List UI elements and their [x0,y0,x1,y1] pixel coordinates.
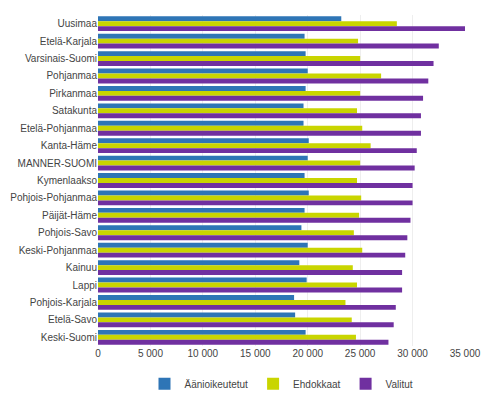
svg-text:Keski-Pohjanmaa: Keski-Pohjanmaa [19,245,98,256]
svg-text:25 000: 25 000 [345,348,376,359]
svg-text:Pohjanmaa: Pohjanmaa [46,70,97,81]
svg-text:30 000: 30 000 [397,348,428,359]
svg-text:Varsinais-Suomi: Varsinais-Suomi [25,53,97,64]
svg-text:MANNER-SUOMI: MANNER-SUOMI [18,158,97,169]
svg-text:5 000: 5 000 [138,348,163,359]
svg-text:Lappi: Lappi [73,280,97,291]
svg-text:Valitut: Valitut [386,379,413,390]
svg-text:Satakunta: Satakunta [52,105,97,116]
svg-text:Kainuu: Kainuu [66,262,97,273]
svg-text:Kanta-Häme: Kanta-Häme [41,140,98,151]
svg-text:35 000: 35 000 [450,348,481,359]
svg-text:Etelä-Pohjanmaa: Etelä-Pohjanmaa [20,123,97,134]
svg-text:0: 0 [95,348,101,359]
svg-text:Äänioikeutetut: Äänioikeutetut [185,379,249,390]
svg-text:Päijät-Häme: Päijät-Häme [42,210,97,221]
svg-text:Kymenlaakso: Kymenlaakso [37,175,97,186]
svg-text:Pohjois-Karjala: Pohjois-Karjala [30,297,98,308]
svg-text:Uusimaa: Uusimaa [58,18,98,29]
svg-text:Etelä-Karjala: Etelä-Karjala [40,36,98,47]
svg-text:Etelä-Savo: Etelä-Savo [48,314,97,325]
svg-text:Pirkanmaa: Pirkanmaa [49,88,97,99]
svg-text:Ehdokkaat: Ehdokkaat [293,379,340,390]
svg-text:Pohjois-Pohjanmaa: Pohjois-Pohjanmaa [10,192,97,203]
svg-text:Pohjois-Savo: Pohjois-Savo [38,227,97,238]
svg-text:Keski-Suomi: Keski-Suomi [41,332,97,343]
svg-text:10 000: 10 000 [188,348,219,359]
svg-text:15 000: 15 000 [240,348,271,359]
svg-text:20 000: 20 000 [292,348,323,359]
